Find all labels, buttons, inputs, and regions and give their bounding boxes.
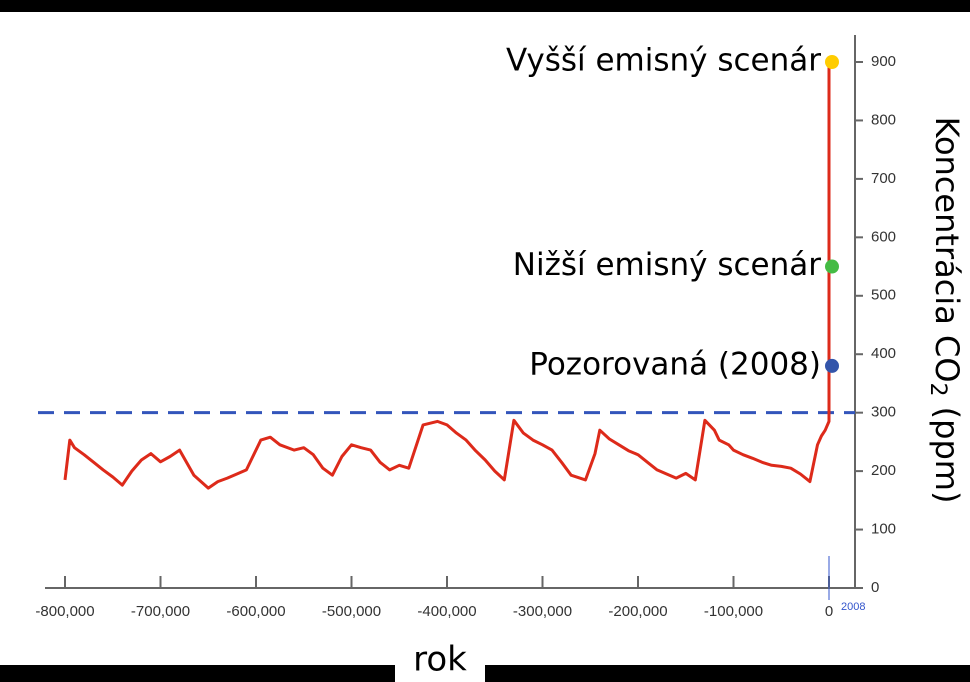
- x-tick-label: -500,000: [322, 603, 381, 620]
- y-tick-label: 300: [871, 404, 896, 421]
- scenario-point: [825, 55, 839, 69]
- y-tick-label: 800: [871, 111, 896, 128]
- scenario-label: Vyšší emisný scenár: [506, 43, 821, 79]
- y-tick-label: 0: [871, 579, 879, 596]
- y-tick-label: 600: [871, 228, 896, 245]
- y-axis-title: Koncentrácia CO2 (ppm): [925, 117, 966, 504]
- x-tick-label: -800,000: [35, 603, 94, 620]
- panel: [0, 12, 970, 665]
- y-tick-label: 900: [871, 53, 896, 70]
- scenario-point: [825, 358, 839, 373]
- x-tick-label: -200,000: [608, 603, 667, 620]
- y-tick-label: 400: [871, 345, 896, 362]
- y-title-sub: 2: [925, 382, 950, 396]
- x-tick-label: -400,000: [417, 603, 476, 620]
- scenario-point: [825, 259, 839, 274]
- x-marker-label: 2008: [841, 601, 865, 613]
- x-tick-label: 0: [825, 603, 833, 620]
- x-tick-label: -100,000: [704, 603, 763, 620]
- x-tick-label: -700,000: [131, 603, 190, 620]
- x-axis-title: rok: [413, 640, 467, 680]
- xlabel-box: [395, 640, 485, 682]
- y-title-part: Koncentrácia CO: [928, 117, 966, 383]
- scenario-label: Pozorovaná (2008): [529, 346, 821, 382]
- y-tick-label: 200: [871, 462, 896, 479]
- x-tick-label: -600,000: [226, 603, 285, 620]
- y-tick-label: 700: [871, 170, 896, 187]
- data-line: [63, 62, 831, 490]
- x-tick-label: -300,000: [513, 603, 572, 620]
- scenario-label: Nižší emisný scenár: [513, 247, 821, 283]
- y-tick-label: 100: [871, 521, 896, 538]
- y-tick-label: 500: [871, 287, 896, 304]
- y-title-part: (ppm): [928, 396, 966, 503]
